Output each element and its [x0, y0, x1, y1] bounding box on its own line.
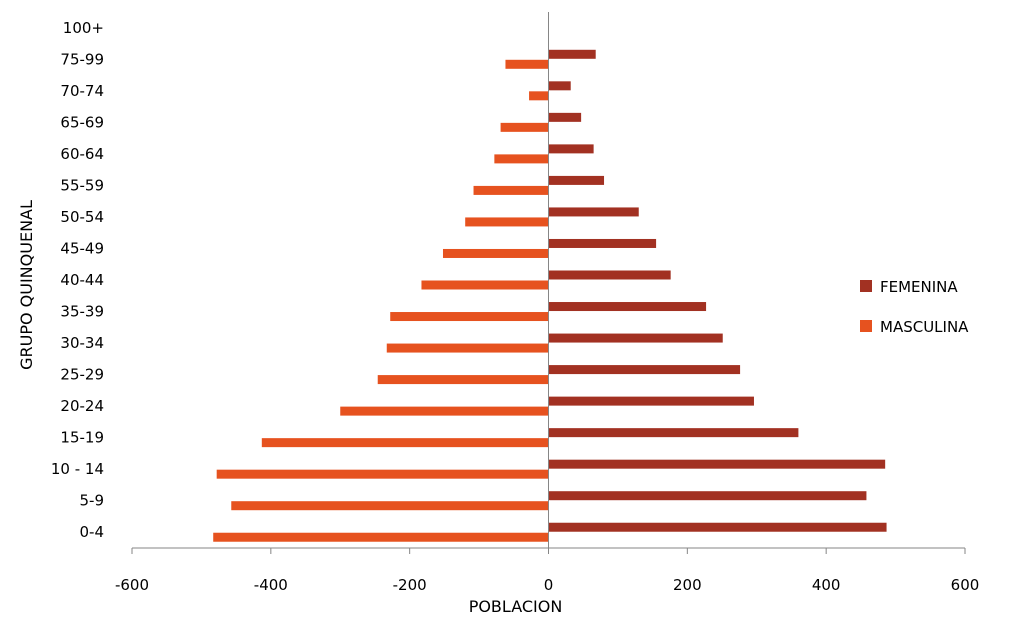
- bar-masculina-50-54: [465, 217, 549, 227]
- bar-femenina-20-24: [548, 396, 754, 406]
- y-tick-label: 55-59: [60, 176, 104, 194]
- y-tick-label: 65-69: [60, 113, 104, 131]
- bar-masculina-70-74: [529, 91, 549, 101]
- y-tick-label: 25-29: [60, 366, 104, 384]
- y-tick-label: 30-34: [60, 334, 104, 352]
- bar-masculina-65-69: [500, 122, 549, 132]
- y-tick-label: 45-49: [60, 239, 104, 257]
- bar-femenina-0-4: [548, 522, 887, 532]
- bar-masculina-40-44: [421, 280, 549, 290]
- bars-group: [213, 49, 887, 542]
- bar-femenina-60-64: [548, 144, 594, 154]
- bar-masculina-25-29: [377, 375, 549, 385]
- bar-masculina-75-99: [505, 59, 549, 69]
- y-tick-label: 20-24: [60, 397, 104, 415]
- legend-label-masculina: MASCULINA: [880, 318, 969, 336]
- bar-femenina-70-74: [548, 81, 571, 91]
- y-tick-label: 100+: [63, 19, 104, 37]
- bar-masculina-10-14: [216, 469, 549, 479]
- y-axis-title: GRUPO QUINQUENAL: [17, 200, 36, 370]
- bar-femenina-50-54: [548, 207, 639, 217]
- bar-masculina-30-34: [386, 343, 549, 353]
- legend-swatch-masculina: [860, 320, 872, 332]
- x-tick-label: -600: [115, 576, 149, 594]
- y-tick-label: 50-54: [60, 208, 104, 226]
- x-axis-title: POBLACION: [469, 597, 563, 616]
- bar-femenina-10-14: [548, 459, 886, 469]
- bar-masculina-20-24: [340, 406, 549, 416]
- legend-label-femenina: FEMENINA: [880, 278, 958, 296]
- bar-masculina-45-49: [442, 248, 549, 258]
- y-tick-label: 5-9: [80, 492, 105, 510]
- y-tick-label: 15-19: [60, 429, 104, 447]
- bar-masculina-60-64: [494, 154, 549, 164]
- y-tick-label: 10 - 14: [51, 460, 104, 478]
- bar-femenina-35-39: [548, 302, 707, 312]
- legend-swatch-femenina: [860, 280, 872, 292]
- y-tick-label: 35-39: [60, 303, 104, 321]
- bar-femenina-65-69: [548, 112, 582, 122]
- bar-masculina-55-59: [473, 185, 549, 195]
- bar-femenina-5-9: [548, 491, 867, 501]
- x-tick-label: -200: [393, 576, 427, 594]
- bar-femenina-15-19: [548, 428, 799, 438]
- y-tick-label: 60-64: [60, 145, 104, 163]
- bar-femenina-55-59: [548, 175, 605, 185]
- y-tick-label: 40-44: [60, 271, 104, 289]
- bar-femenina-40-44: [548, 270, 671, 280]
- bar-femenina-75-99: [548, 49, 596, 59]
- legend: FEMENINA MASCULINA: [860, 278, 969, 336]
- x-tick-label: 600: [951, 576, 980, 594]
- y-tick-label: 0-4: [80, 523, 105, 541]
- bar-femenina-30-34: [548, 333, 723, 343]
- bar-masculina-35-39: [390, 312, 549, 322]
- y-axis-ticks: 0-4 5-9 10 - 14 15-19 20-24 25-29 30-34 35-39 40…: [51, 19, 104, 541]
- y-tick-label: 70-74: [60, 82, 104, 100]
- bar-femenina-45-49: [548, 238, 657, 248]
- x-tick-label: -400: [254, 576, 288, 594]
- bar-femenina-25-29: [548, 365, 741, 375]
- x-tick-label: 200: [673, 576, 702, 594]
- bar-masculina-5-9: [231, 501, 549, 511]
- bar-masculina-0-4: [213, 532, 549, 542]
- bar-masculina-15-19: [261, 438, 549, 448]
- x-tick-label: 400: [812, 576, 841, 594]
- x-tick-label: 0: [544, 576, 554, 594]
- x-axis-ticks: -600 -400 -200 0 200 400 600: [115, 548, 979, 594]
- y-tick-label: 75-99: [60, 50, 104, 68]
